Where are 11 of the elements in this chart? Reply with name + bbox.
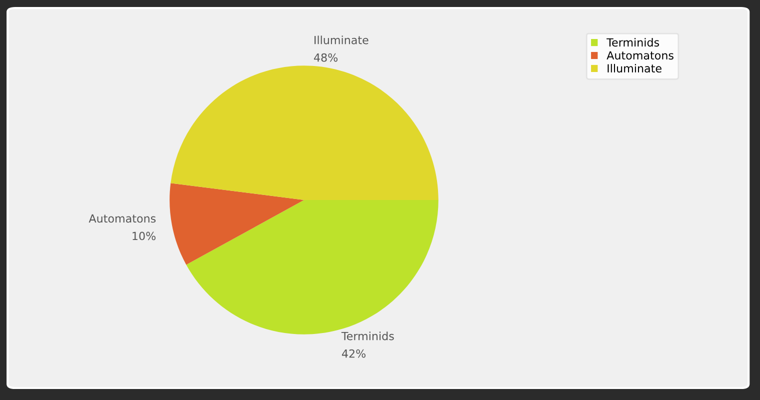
pie-slice [170, 183, 304, 265]
pie-slice [170, 66, 438, 200]
slice-label: Illuminate [314, 36, 368, 44]
slice-label: Terminids [341, 332, 394, 340]
legend-label: Illuminate [608, 64, 662, 73]
data-label: 42% [342, 349, 366, 358]
legend-label: Terminids [606, 38, 660, 47]
slice-label: Automatons [88, 214, 156, 223]
legend-label: Automatons [606, 51, 674, 60]
data-label: 48% [314, 53, 338, 62]
data-label: 10% [132, 232, 156, 240]
